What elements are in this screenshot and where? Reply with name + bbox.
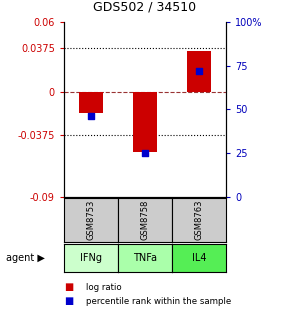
Text: ■: ■ [64, 296, 73, 306]
Text: agent ▶: agent ▶ [6, 253, 45, 263]
Bar [187, 51, 211, 92]
Bar [133, 92, 157, 152]
Text: IFNg: IFNg [80, 253, 102, 263]
Bar [79, 92, 103, 113]
Text: GDS502 / 34510: GDS502 / 34510 [93, 0, 197, 13]
Text: GSM8763: GSM8763 [195, 200, 204, 240]
Text: ■: ■ [64, 282, 73, 292]
Point [88, 114, 93, 119]
Text: log ratio: log ratio [86, 283, 121, 292]
Point [143, 150, 147, 156]
Text: GSM8758: GSM8758 [140, 200, 150, 240]
Text: IL4: IL4 [192, 253, 206, 263]
Text: TNFa: TNFa [133, 253, 157, 263]
Text: percentile rank within the sample: percentile rank within the sample [86, 297, 231, 306]
Point [197, 68, 202, 74]
Text: GSM8753: GSM8753 [86, 200, 95, 240]
